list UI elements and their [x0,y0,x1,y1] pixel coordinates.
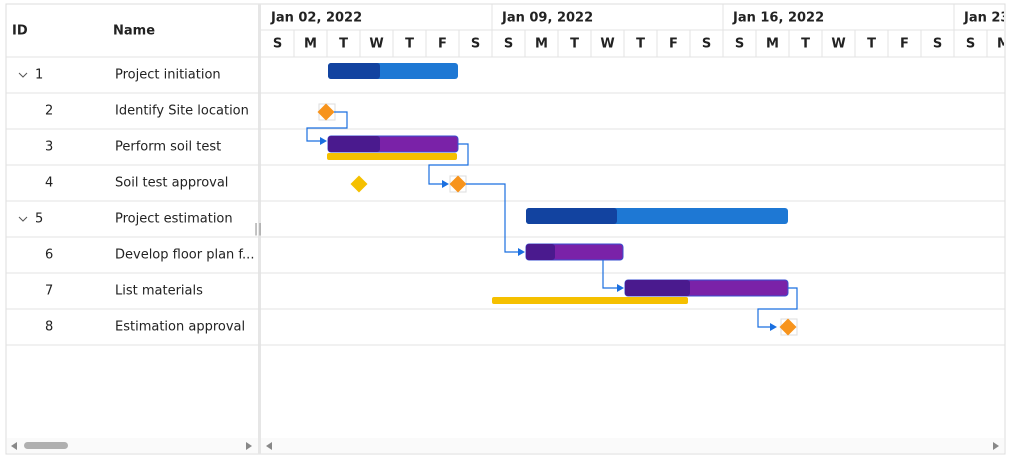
day-label: S [504,37,513,52]
day-label: F [669,37,678,52]
day-label: T [570,37,579,52]
connector [306,111,348,142]
task-name: Estimation approval [115,320,245,335]
day-label: S [735,37,744,52]
connector [602,260,618,289]
day-label: T [405,37,414,52]
collapse-icon[interactable] [18,72,28,78]
scrollbar[interactable] [7,438,258,453]
scroll-left[interactable] [266,442,272,450]
task-id: 4 [45,176,53,191]
column-header: Name [113,24,155,39]
task-name: Project estimation [115,212,233,227]
day-label: M [304,37,317,52]
week-label: Jan 09, 2022 [501,11,593,26]
scroll-right[interactable] [246,442,252,450]
arrow [617,284,624,292]
day-label: S [966,37,975,52]
connector [428,143,469,185]
day-label: S [273,37,282,52]
day-label: W [600,37,614,52]
baseline-milestone [350,175,368,193]
day-label: S [471,37,480,52]
arrow [518,248,525,256]
day-label: F [900,37,909,52]
day-label: F [438,37,447,52]
day-label: T [339,37,348,52]
day-label: M [535,37,548,52]
progress [526,208,617,224]
arrow [320,137,327,145]
column-header: ID [12,24,28,39]
milestone[interactable] [779,318,797,336]
day-label: T [801,37,810,52]
progress [526,244,555,260]
day-label: M [766,37,779,52]
task-id: 5 [35,212,43,227]
scroll-left[interactable] [11,442,17,450]
arrow [442,180,449,188]
day-label: S [933,37,942,52]
progress [328,136,380,152]
task-id: 1 [35,68,43,83]
day-label: S [702,37,711,52]
milestone[interactable] [449,175,467,193]
task-bars [306,63,798,336]
task-name: Perform soil test [115,140,221,155]
day-label: W [369,37,383,52]
progress [328,63,380,79]
splitter-grip[interactable]: || [254,222,262,236]
task-name: Develop floor plan f... [115,248,254,263]
task-name: Project initiation [115,68,221,83]
task-name: Soil test approval [115,176,228,191]
arrow [770,323,777,331]
collapse-icon[interactable] [18,216,28,222]
task-id: 2 [45,104,53,119]
scrollbar[interactable] [261,438,1004,453]
progress [625,280,690,296]
week-label: Jan 23 [963,11,1009,26]
connector [757,287,798,328]
timeline: Jan 02, 2022 Jan 09, 2022 Jan 16, 2022 Jan … [261,4,1010,57]
milestone[interactable] [317,103,335,121]
day-label: M [997,37,1010,52]
day-label: T [636,37,645,52]
day-label: T [867,37,876,52]
week-label: Jan 16, 2022 [732,11,824,26]
scroll-thumb[interactable] [24,442,68,449]
task-id: 3 [45,140,53,155]
task-id: 7 [45,284,53,299]
task-name: Identify Site location [115,104,249,119]
scroll-right[interactable] [993,442,999,450]
task-id: 6 [45,248,53,263]
baseline [492,297,688,304]
task-id: 8 [45,320,53,335]
connector [466,183,519,253]
day-label: W [831,37,845,52]
splitter[interactable] [258,4,261,454]
baseline [327,153,457,160]
week-label: Jan 02, 2022 [270,11,362,26]
task-name: List materials [115,284,203,299]
